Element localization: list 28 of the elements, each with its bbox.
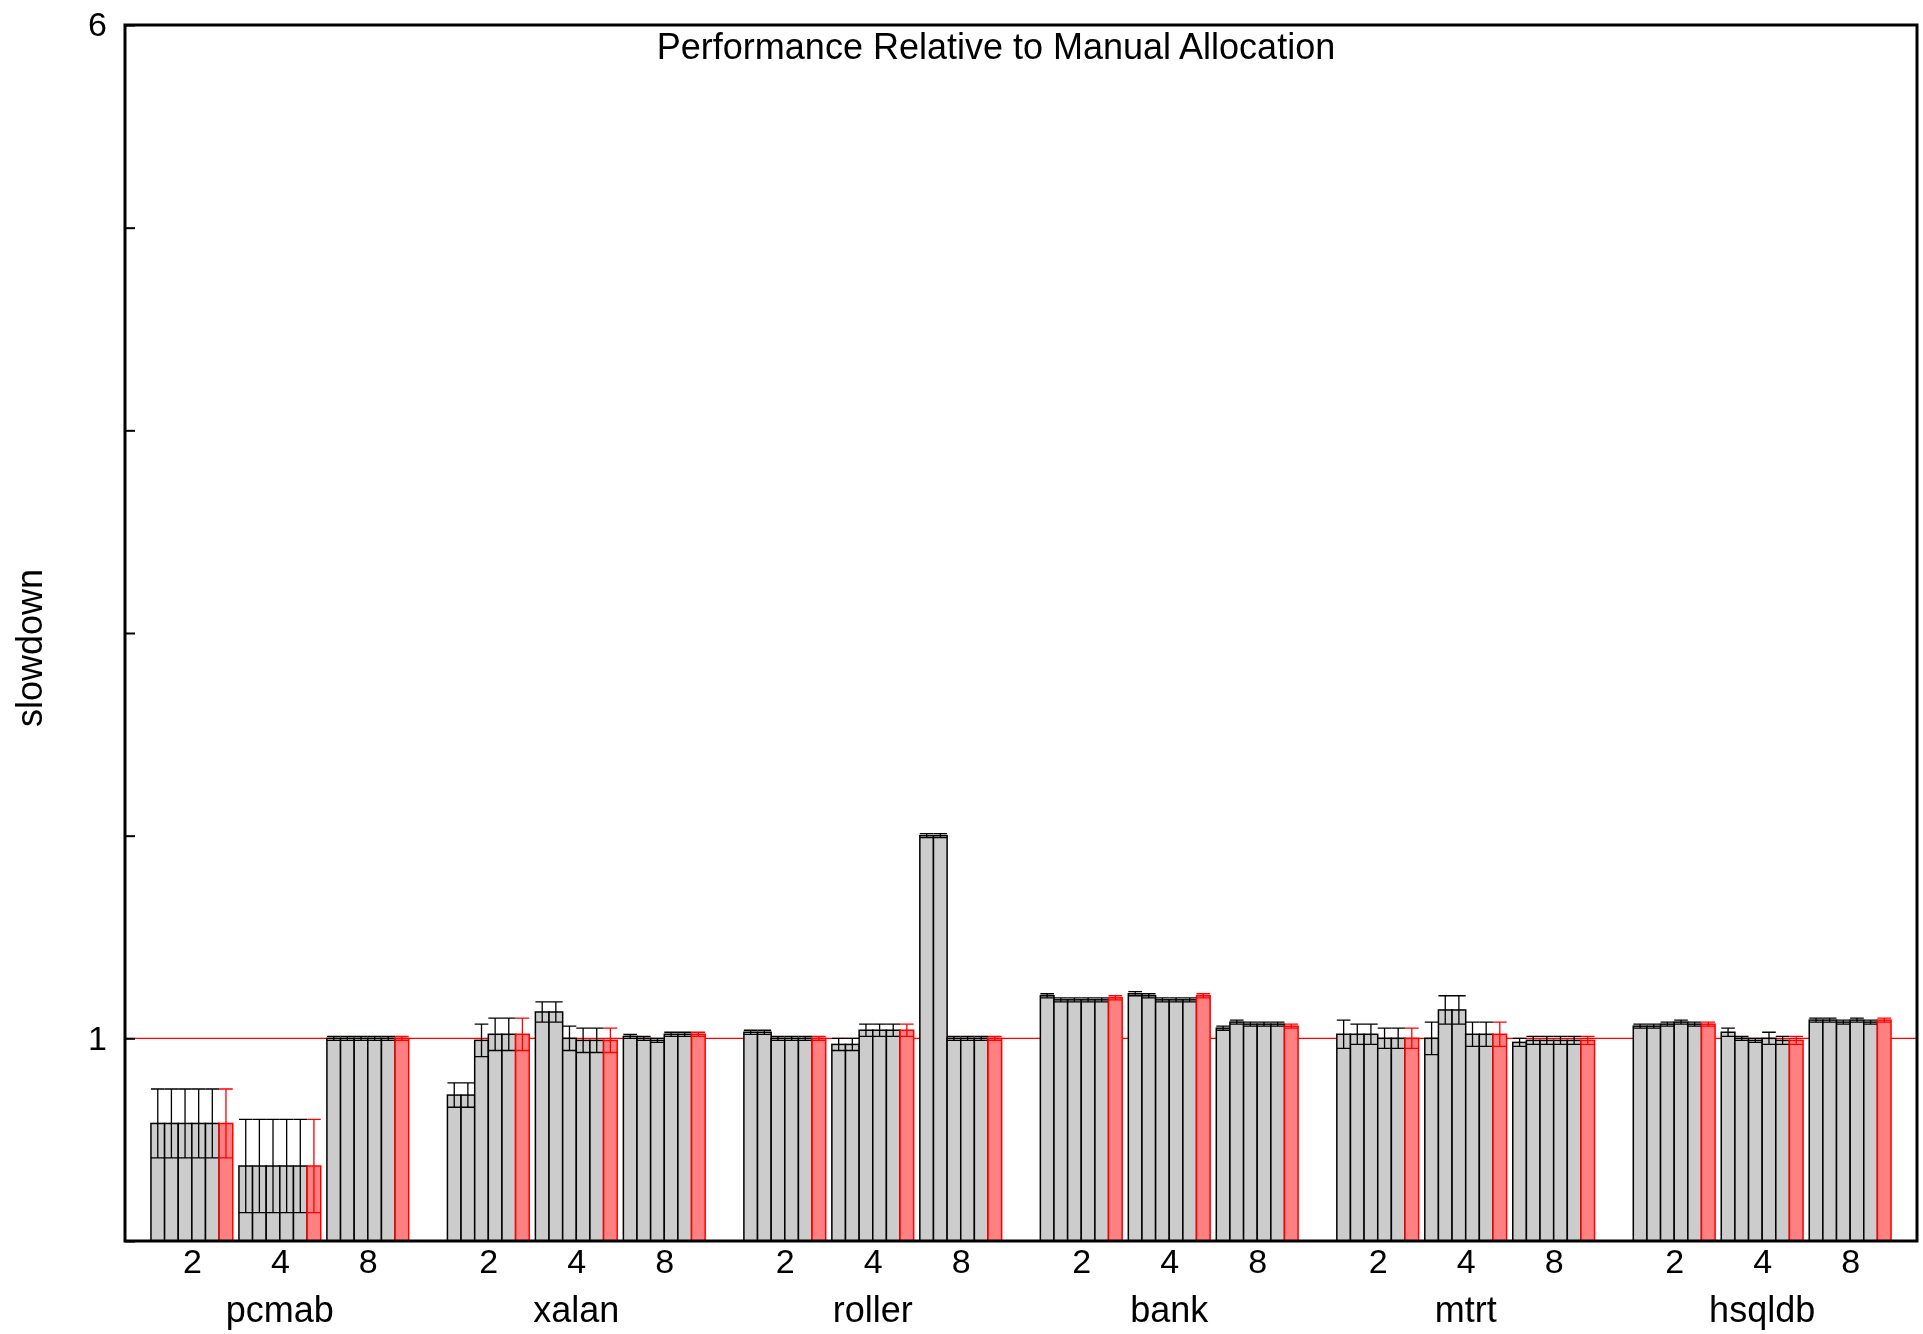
x-tick-label: 8 bbox=[655, 1242, 675, 1281]
text: roller bbox=[832, 1289, 913, 1330]
x-tick-label: 2 bbox=[479, 1242, 499, 1281]
x-tick-label: 2 bbox=[1665, 1242, 1685, 1281]
text: pcmab bbox=[225, 1289, 334, 1330]
y-tick-label: 6 bbox=[88, 5, 107, 44]
text: bank bbox=[1130, 1289, 1210, 1330]
x-tick-label: 2 bbox=[1072, 1242, 1092, 1281]
x-tick-label: 8 bbox=[1248, 1242, 1268, 1281]
x-tick-label: 2 bbox=[182, 1242, 202, 1281]
x-tick-label: 8 bbox=[1544, 1242, 1564, 1281]
x-tick-label: 4 bbox=[1456, 1242, 1476, 1281]
text: mtrt bbox=[1434, 1289, 1497, 1330]
x-tick-label: 2 bbox=[775, 1242, 795, 1281]
x-tick-label: 4 bbox=[270, 1242, 290, 1281]
x-tick-label: 4 bbox=[863, 1242, 883, 1281]
x-tick-label: 8 bbox=[951, 1242, 971, 1281]
chart-title: Performance Relative to Manual Allocation bbox=[656, 26, 1336, 67]
y-tick-label: 1 bbox=[88, 1018, 107, 1057]
x-tick-label: 4 bbox=[567, 1242, 587, 1281]
x-tick-label: 4 bbox=[1160, 1242, 1180, 1281]
x-tick-label: 4 bbox=[1753, 1242, 1773, 1281]
text: hsqldb bbox=[1709, 1289, 1816, 1330]
x-tick-label: 8 bbox=[1841, 1242, 1861, 1281]
x-tick-label: 8 bbox=[358, 1242, 378, 1281]
text: xalan bbox=[533, 1289, 620, 1330]
x-tick-label: 2 bbox=[1368, 1242, 1388, 1281]
y-axis-title: slowdown bbox=[9, 568, 50, 728]
